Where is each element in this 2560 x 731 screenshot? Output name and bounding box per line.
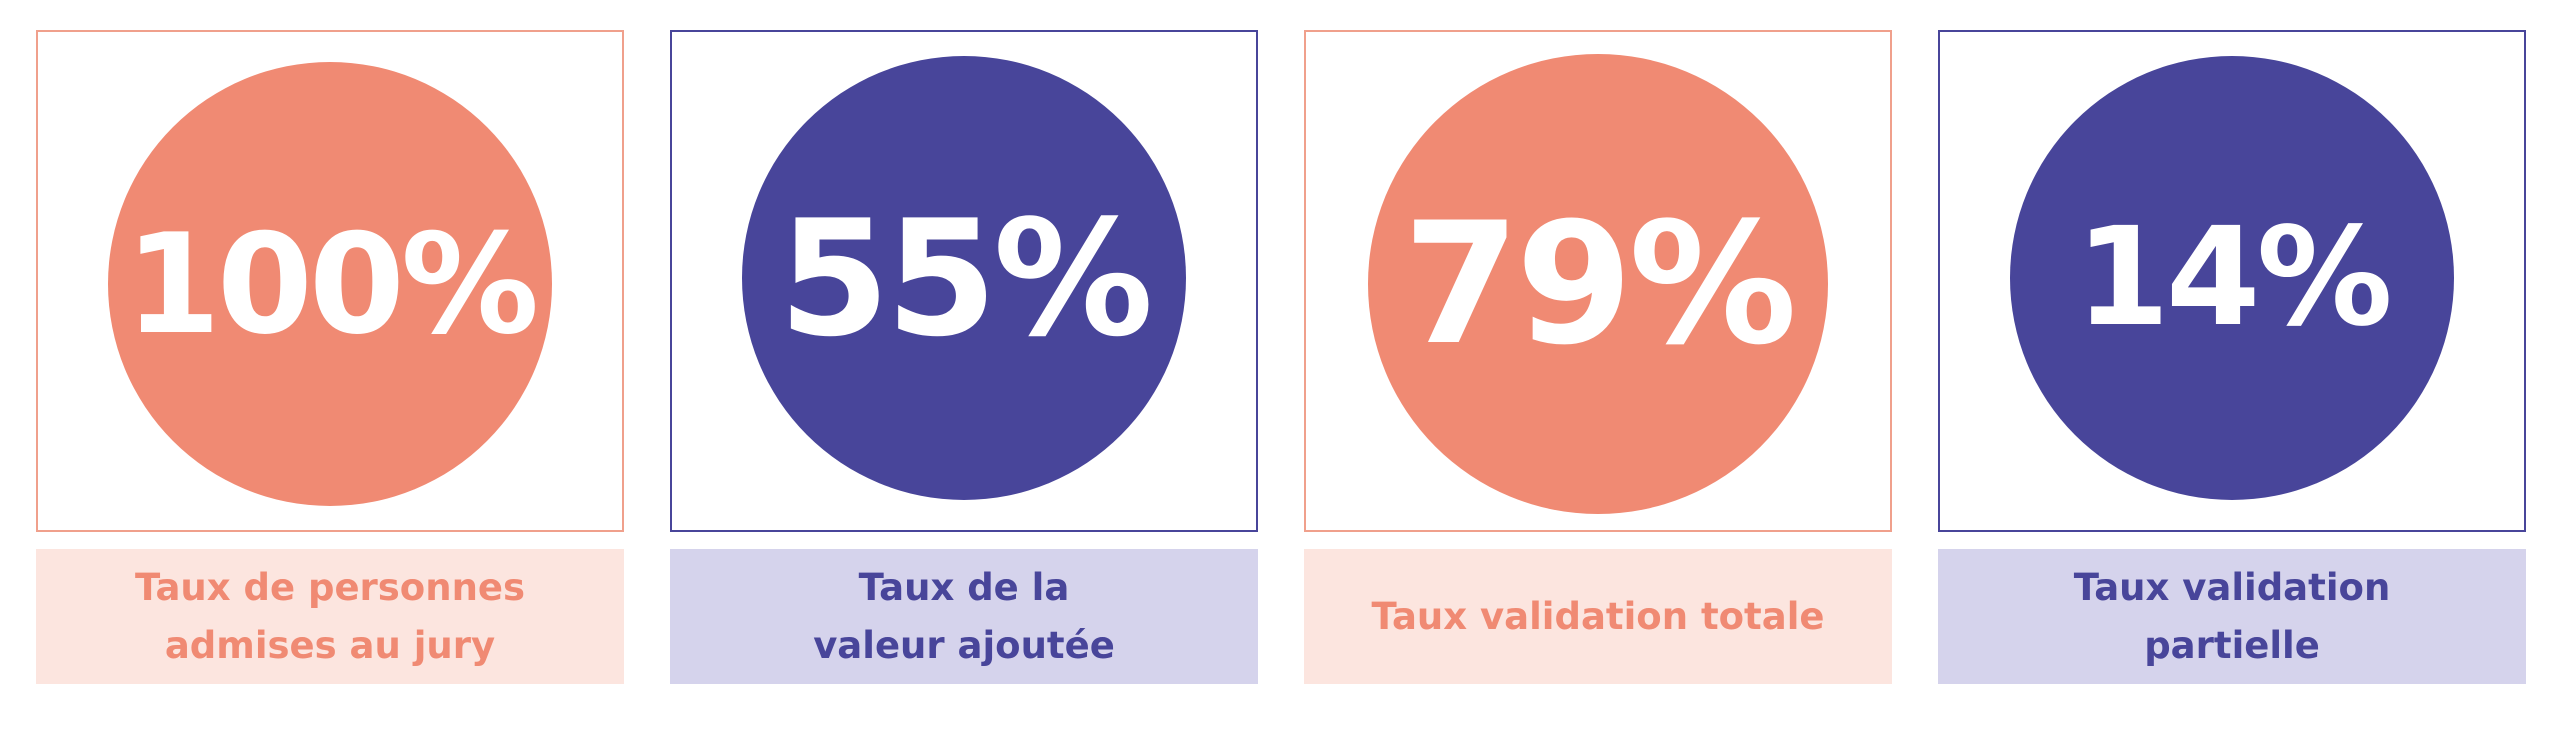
stat-label: Taux validation totale — [1304, 549, 1892, 684]
stat-label-line: Taux de personnes — [134, 565, 526, 609]
stat-label: Taux de personnes admises au jury — [36, 549, 624, 684]
stat-label-line: partielle — [2144, 623, 2320, 667]
stat-label-line: Taux de la — [858, 565, 1070, 609]
stat-value: 79% — [1402, 186, 1797, 382]
stat-circle: 100% — [108, 62, 552, 506]
stat-label-line: Taux validation totale — [1371, 594, 1825, 638]
stat-label-line: Taux validation — [2073, 565, 2391, 609]
stat-label-line: valeur ajoutée — [813, 623, 1115, 667]
stat-frame: 79% — [1304, 30, 1892, 532]
stat-card-partial-validation: 14% Taux validation partielle — [1938, 0, 2526, 731]
stat-label: Taux de la valeur ajoutée — [670, 549, 1258, 684]
stat-value: 100% — [124, 203, 539, 365]
stat-frame: 14% — [1938, 30, 2526, 532]
stat-label-line: admises au jury — [164, 623, 496, 667]
stat-circle: 14% — [2010, 56, 2454, 500]
stat-circle: 79% — [1368, 54, 1828, 514]
stat-card-admitted: 100% Taux de personnes admises au jury — [36, 0, 624, 731]
stat-card-total-validation: 79% Taux validation totale — [1304, 0, 1892, 731]
stat-frame: 55% — [670, 30, 1258, 532]
stat-value: 55% — [778, 184, 1154, 372]
stat-label: Taux validation partielle — [1938, 549, 2526, 684]
stat-card-added-value: 55% Taux de la valeur ajoutée — [670, 0, 1258, 731]
stat-circle: 55% — [742, 56, 1186, 500]
stat-value: 14% — [2075, 199, 2393, 357]
stat-frame: 100% — [36, 30, 624, 532]
